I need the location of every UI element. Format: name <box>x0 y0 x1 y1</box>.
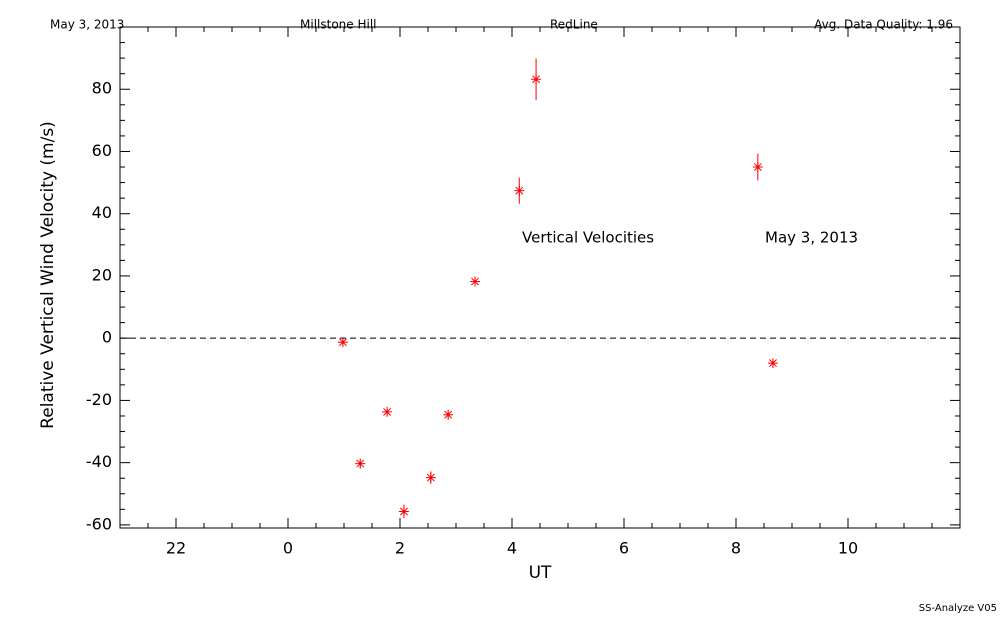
y-tick-label: 60 <box>92 141 112 160</box>
y-tick-label: -20 <box>86 390 112 409</box>
x-tick-label: 8 <box>731 539 741 558</box>
x-axis-label: UT <box>529 563 552 583</box>
header-site: Millstone Hill <box>300 18 376 32</box>
point <box>531 74 542 85</box>
header-quality: Avg. Data Quality: 1.96 <box>814 18 953 32</box>
annotation: Vertical Velocities <box>522 229 654 247</box>
point <box>752 162 763 173</box>
y-tick-label: 20 <box>92 265 112 284</box>
x-tick-label: 2 <box>395 539 405 558</box>
y-tick-label: 40 <box>92 203 112 222</box>
x-tick-label: 22 <box>166 539 186 558</box>
header-line: RedLine <box>550 18 598 32</box>
y-tick-label: 80 <box>92 79 112 98</box>
point <box>355 458 366 469</box>
x-tick-label: 0 <box>283 539 293 558</box>
x-tick-label: 4 <box>507 539 517 558</box>
footer: SS-Analyze V05 <box>919 603 997 614</box>
header-date: May 3, 2013 <box>50 18 124 32</box>
y-axis-label: Relative Vertical Wind Velocity (m/s) <box>38 121 58 429</box>
point <box>398 506 409 517</box>
point <box>470 276 481 287</box>
y-tick-label: 0 <box>102 328 112 347</box>
annotation: May 3, 2013 <box>765 229 858 247</box>
plot-frame <box>119 26 961 529</box>
point <box>514 185 525 196</box>
x-tick-label: 10 <box>838 539 858 558</box>
point <box>767 358 778 369</box>
y-tick-label: -40 <box>86 452 112 471</box>
point <box>425 472 436 483</box>
point <box>337 337 348 348</box>
y-tick-label: -60 <box>86 514 112 533</box>
point <box>443 409 454 420</box>
point <box>382 406 393 417</box>
x-tick-label: 6 <box>619 539 629 558</box>
